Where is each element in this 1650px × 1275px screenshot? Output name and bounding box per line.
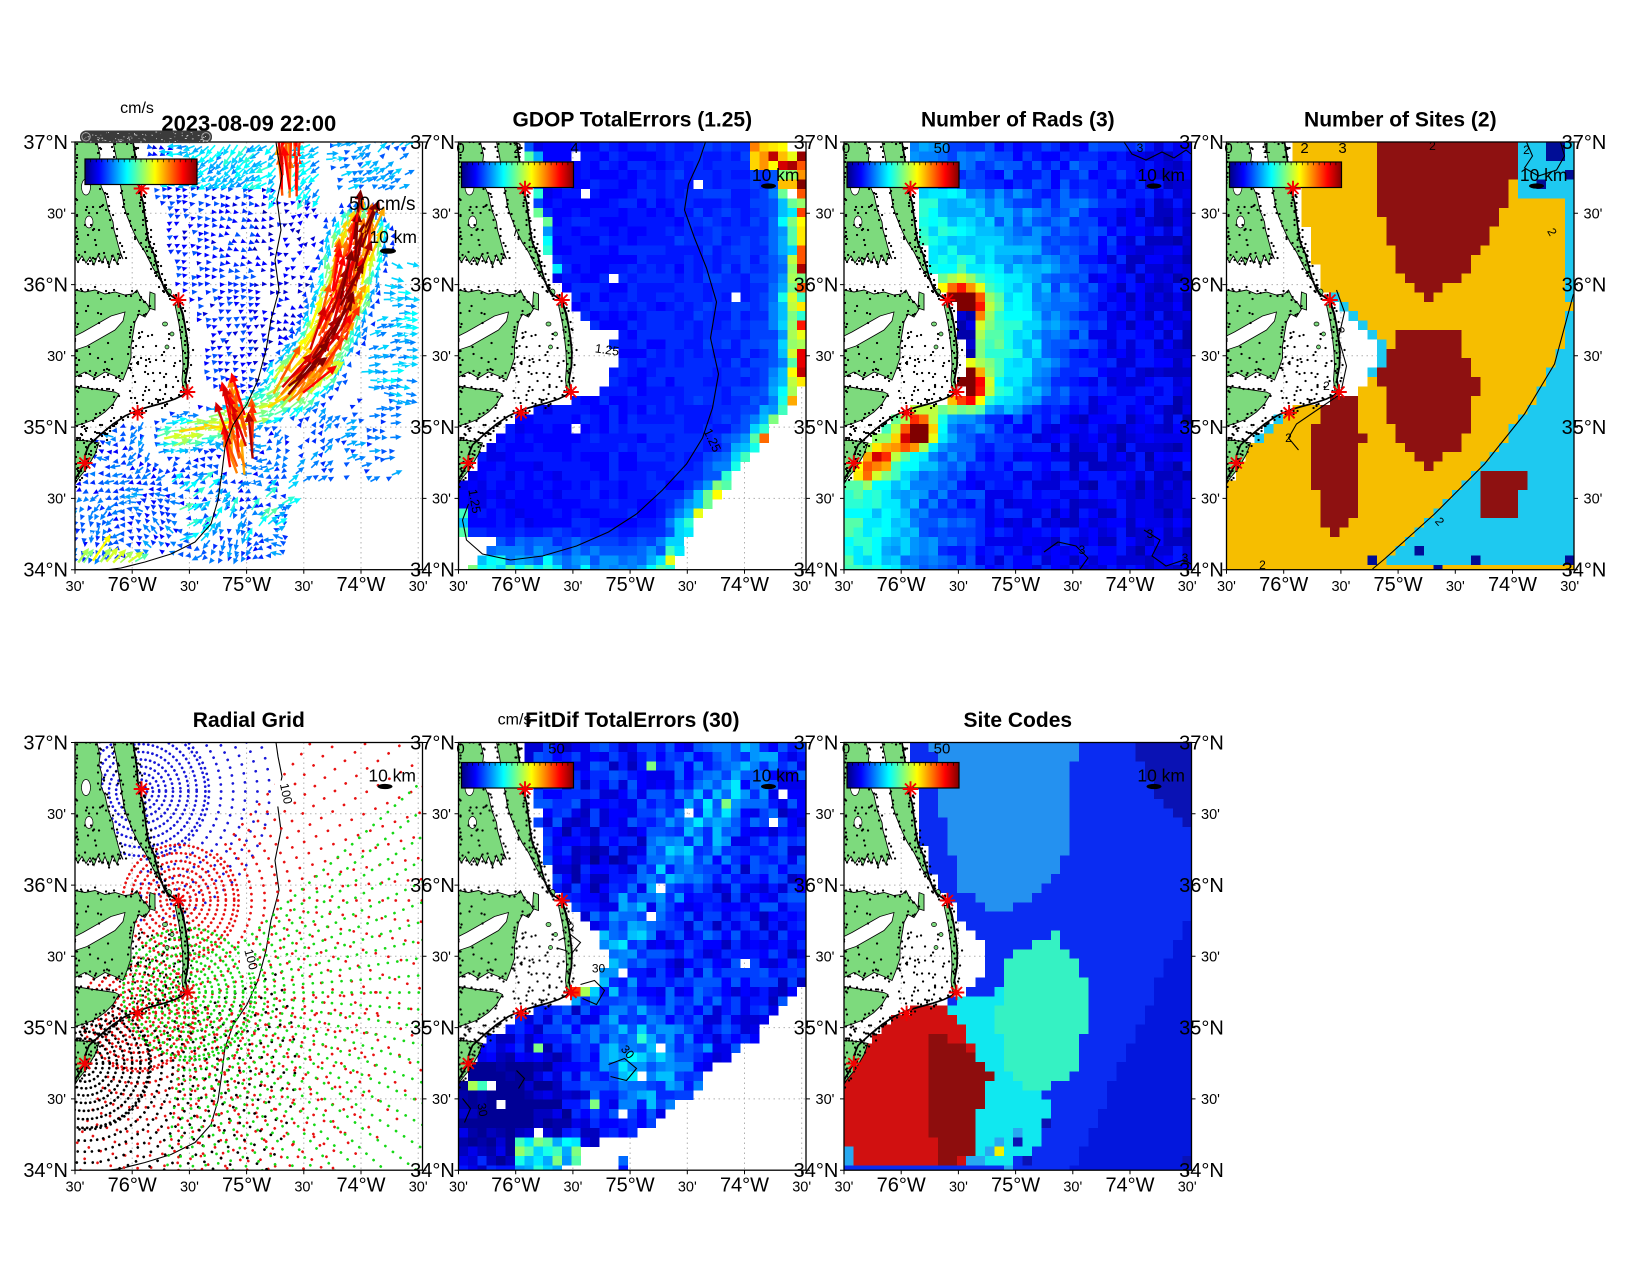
svg-text:0: 0 xyxy=(842,741,850,758)
svg-text:1.25: 1.25 xyxy=(594,341,620,358)
svg-text:10 km: 10 km xyxy=(1520,165,1568,185)
svg-text:2: 2 xyxy=(1285,431,1292,445)
svg-text:cm/s: cm/s xyxy=(120,100,154,117)
svg-text:2: 2 xyxy=(1523,143,1530,157)
svg-text:50 cm/s: 50 cm/s xyxy=(349,194,416,215)
svg-text:30: 30 xyxy=(592,962,606,976)
svg-text:2: 2 xyxy=(513,140,521,157)
svg-text:10 km: 10 km xyxy=(752,165,800,185)
svg-text:10 km: 10 km xyxy=(1137,766,1185,786)
svg-text:Number of Sites (2): Number of Sites (2) xyxy=(1304,109,1497,132)
svg-text:0: 0 xyxy=(1224,140,1232,157)
svg-text:3: 3 xyxy=(1338,140,1346,157)
svg-text:2: 2 xyxy=(1429,139,1436,153)
svg-text:2: 2 xyxy=(1259,558,1266,572)
svg-text:GDOP TotalErrors (1.25): GDOP TotalErrors (1.25) xyxy=(512,109,752,132)
svg-text:30: 30 xyxy=(474,1102,490,1118)
svg-text:4: 4 xyxy=(570,140,578,157)
svg-text:3: 3 xyxy=(1147,527,1154,541)
svg-text:10 km: 10 km xyxy=(369,227,417,247)
svg-text:10 km: 10 km xyxy=(1137,165,1185,185)
svg-text:50: 50 xyxy=(548,741,565,758)
svg-text:Site Codes: Site Codes xyxy=(964,709,1073,732)
svg-text:10 km: 10 km xyxy=(368,766,416,786)
svg-text:100: 100 xyxy=(277,782,295,805)
svg-text:50: 50 xyxy=(934,741,951,758)
svg-text:100: 100 xyxy=(241,948,260,972)
svg-text:0: 0 xyxy=(456,741,464,758)
svg-text:2: 2 xyxy=(1323,379,1330,393)
svg-text:2: 2 xyxy=(1300,140,1308,157)
svg-text:50: 50 xyxy=(934,140,951,157)
svg-text:0: 0 xyxy=(842,140,850,157)
svg-text:3: 3 xyxy=(1137,141,1144,155)
svg-text:cm/s: cm/s xyxy=(498,712,532,729)
svg-text:10 km: 10 km xyxy=(752,766,800,786)
svg-text:3: 3 xyxy=(1182,551,1189,565)
svg-text:Radial Grid: Radial Grid xyxy=(193,709,305,732)
svg-text:3: 3 xyxy=(1079,543,1086,557)
svg-text:Number of Rads (3): Number of Rads (3) xyxy=(921,109,1115,132)
svg-text:0: 0 xyxy=(456,140,464,157)
svg-text:1.25: 1.25 xyxy=(465,488,483,514)
svg-text:FitDif TotalErrors (30): FitDif TotalErrors (30) xyxy=(525,709,739,732)
svg-text:1: 1 xyxy=(1262,140,1270,157)
